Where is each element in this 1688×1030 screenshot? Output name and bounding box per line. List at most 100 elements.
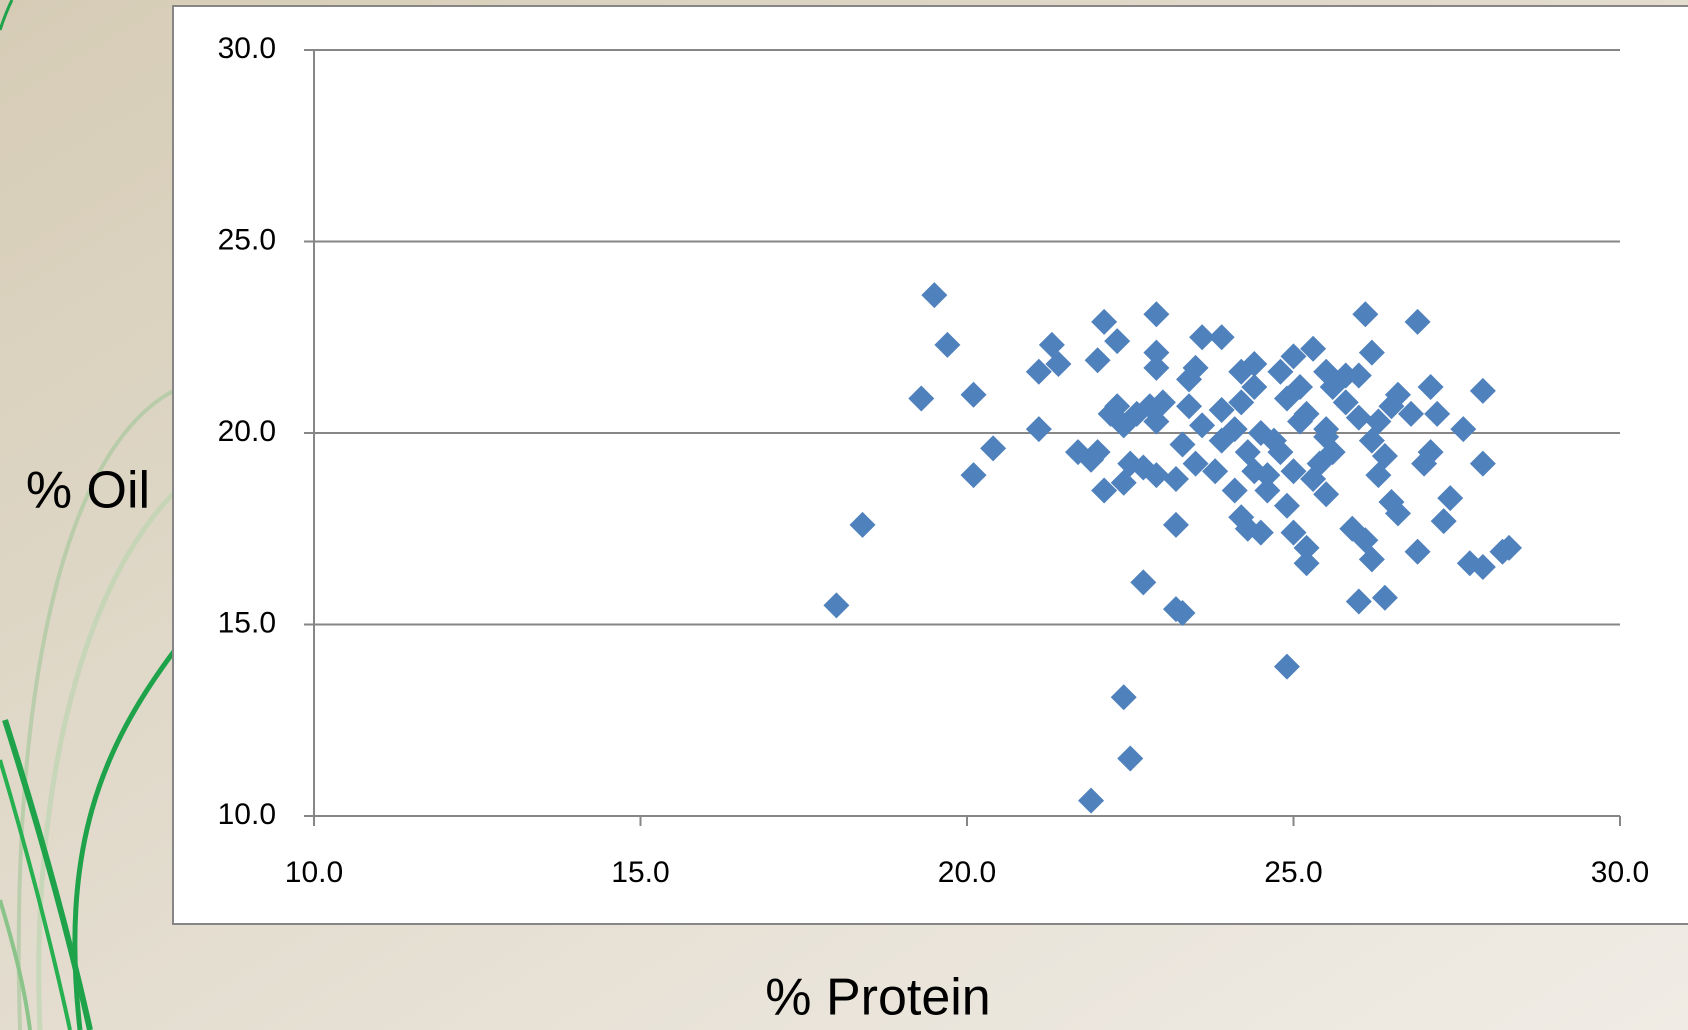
data-point: [1371, 584, 1398, 611]
data-point: [1267, 358, 1294, 385]
data-point: [1254, 477, 1281, 504]
data-point: [1411, 450, 1438, 477]
data-point: [1189, 412, 1216, 439]
data-point: [1260, 427, 1287, 454]
data-point: [1247, 519, 1274, 546]
data-point: [1045, 351, 1072, 378]
data-point: [1143, 408, 1170, 435]
data-point: [1162, 511, 1189, 538]
data-point: [1300, 465, 1327, 492]
data-point: [1469, 377, 1496, 404]
y-tick-label: 30.0: [218, 32, 276, 65]
data-point: [1417, 374, 1444, 401]
data-point: [1143, 339, 1170, 366]
data-point: [921, 282, 948, 309]
data-point: [1104, 328, 1131, 355]
data-point: [1384, 500, 1411, 527]
y-tick-label: 25.0: [218, 223, 276, 256]
data-point: [1280, 519, 1307, 546]
data-point: [1202, 458, 1229, 485]
data-point: [1143, 462, 1170, 489]
data-point: [1404, 308, 1431, 335]
data-point: [1293, 400, 1320, 427]
y-tick-label: 10.0: [218, 798, 276, 831]
data-point: [1025, 416, 1052, 443]
data-point: [1293, 550, 1320, 577]
data-point: [1130, 569, 1157, 596]
data-point: [1495, 534, 1522, 561]
data-point: [1208, 324, 1235, 351]
data-point: [1384, 381, 1411, 408]
data-point: [980, 435, 1007, 462]
data-point: [1208, 397, 1235, 424]
data-point: [908, 385, 935, 412]
data-point: [823, 592, 850, 619]
data-point: [1345, 588, 1372, 615]
data-point: [1319, 439, 1346, 466]
x-tick-label: 25.0: [1264, 856, 1322, 889]
data-point: [1143, 354, 1170, 381]
data-point: [1345, 362, 1372, 389]
data-point: [1169, 431, 1196, 458]
data-point: [1469, 450, 1496, 477]
data-point: [1241, 458, 1268, 485]
plot-area: 10.0 15.0 20.0 25.0 30.0 10.0 15.0 20.0 25.0 30.0: [218, 32, 1650, 889]
data-point: [1293, 534, 1320, 561]
data-point: [1273, 385, 1300, 412]
data-point: [960, 462, 987, 489]
data-point: [1424, 400, 1451, 427]
data-point: [1437, 485, 1464, 512]
x-tick-label: 10.0: [285, 856, 343, 889]
x-axis-title: % Protein: [765, 969, 990, 1027]
data-point: [1117, 745, 1144, 772]
data-point: [1110, 684, 1137, 711]
data-point: [1280, 343, 1307, 370]
data-point: [960, 381, 987, 408]
data-point: [1025, 358, 1052, 385]
data-point: [1358, 546, 1385, 573]
data-point: [1143, 301, 1170, 328]
data-point: [849, 511, 876, 538]
x-tick-label: 20.0: [938, 856, 996, 889]
data-point: [1241, 374, 1268, 401]
y-tick-label: 15.0: [218, 606, 276, 639]
data-point: [1189, 324, 1216, 351]
data-point: [1430, 508, 1457, 535]
y-tick-label: 20.0: [218, 415, 276, 448]
decoration: [0, 0, 202, 1030]
data-point: [1091, 308, 1118, 335]
data-point: [1273, 492, 1300, 519]
data-point: [1371, 442, 1398, 469]
data-point: [1332, 389, 1359, 416]
data-point: [1450, 416, 1477, 443]
data-point: [1469, 554, 1496, 581]
chart-area: [172, 5, 1688, 925]
data-point: [1404, 538, 1431, 565]
data-point: [1078, 446, 1105, 473]
data-point: [1091, 477, 1118, 504]
data-point: [1208, 427, 1235, 454]
data-point: [934, 331, 961, 358]
x-tick-label: 15.0: [611, 856, 669, 889]
data-point: [1332, 362, 1359, 389]
data-point: [1273, 653, 1300, 680]
y-axis-title: % Oil: [26, 462, 150, 520]
data-point: [1176, 393, 1203, 420]
data-point: [1123, 400, 1150, 427]
data-point: [1358, 427, 1385, 454]
data-point: [1345, 404, 1372, 431]
data-point: [1313, 481, 1340, 508]
data-point: [1300, 335, 1327, 362]
data-point: [1169, 600, 1196, 627]
data-point: [1176, 366, 1203, 393]
data-point: [1241, 351, 1268, 378]
data-point: [1280, 458, 1307, 485]
data-point: [1221, 477, 1248, 504]
data-point: [1078, 787, 1105, 814]
data-point: [1084, 347, 1111, 374]
data-point: [1398, 400, 1425, 427]
data-point: [1162, 465, 1189, 492]
data-point: [1358, 339, 1385, 366]
